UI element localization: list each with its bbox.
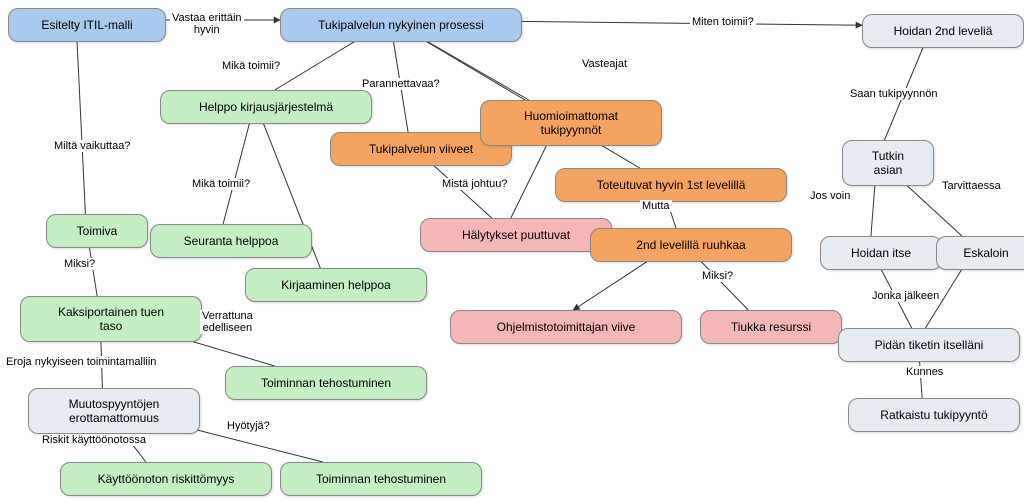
node-label: Tutkin asian [872,149,904,178]
node-ohjviive: Ohjelmistotoimittajan viive [450,310,682,344]
edge-label: Parannettavaa? [360,78,442,90]
node-teh2: Toiminnan tehostuminen [280,462,482,496]
node-label: Tukipalvelun viiveet [369,142,473,156]
node-tiukka: Tiukka resurssi [700,310,842,344]
node-tutkin: Tutkin asian [842,140,934,186]
node-label: Hälytykset puuttuvat [462,228,570,242]
edge-proc-hoidan2 [500,21,862,25]
diagram-canvas: Esitelty ITIL-malli Tukipalvelun nykyinen… [0,0,1024,502]
node-label: Kirjaaminen helppoa [281,278,390,292]
edge-label: Jonka jälkeen [870,290,941,302]
node-teh1: Toiminnan tehostuminen [225,366,427,400]
edge-label: Miksi? [700,270,735,282]
edge-label: Mikä toimii? [190,178,252,190]
edge-label: Miltä vaikuttaa? [52,140,132,152]
node-label: Huomioimattomat tukipyynnöt [524,109,618,138]
node-help: Helppo kirjausjärjestelmä [160,90,372,124]
edge-label: Kunnes [904,366,945,378]
edge-label: Saan tukipyynnön [848,88,939,100]
node-hoidan2: Hoidan 2nd leveliä [862,14,1024,48]
node-label: Ohjelmistotoimittajan viive [497,320,636,334]
node-ratk: Ratkaistu tukipyyntö [848,398,1020,432]
edge-label: Vastaa erittäin hyvin [170,12,244,36]
node-label: Seuranta helppoa [184,234,279,248]
node-label: Tukipalvelun nykyinen prosessi [318,18,484,32]
node-eskaloin: Eskaloin [936,236,1024,270]
edge-label: Jos voin [808,190,852,202]
node-label: Toteutuvat hyvin 1st levelillä [597,178,746,192]
node-label: Esitelty ITIL-malli [41,18,132,32]
node-hoidanI: Hoidan itse [820,236,942,270]
edge-label: Riskit käyttöönotossa [40,434,148,446]
node-label: Muutospyyntöjen erottamattomuus [69,397,160,426]
node-label: Hoidan 2nd leveliä [894,24,993,38]
edge-label: Verrattuna edelliseen [200,310,255,334]
edge-help-seur [223,114,252,224]
node-kaytto: Käyttöönoton riskittömyys [60,462,272,496]
node-label: Helppo kirjausjärjestelmä [199,100,333,114]
edge-label: Miksi? [62,258,97,270]
node-huomio: Huomioimattomat tukipyynnöt [480,100,662,146]
edge-label: Miten toimii? [690,16,756,28]
edge-label: Mikä toimii? [220,60,282,72]
node-label: Ratkaistu tukipyyntö [880,408,987,422]
node-pidan: Pidän tiketin itselläni [838,328,1020,362]
edge-label: Eroja nykyiseen toimintamalliin [4,356,158,368]
node-itil: Esitelty ITIL-malli [8,8,166,42]
edge-label: Tarvittaessa [940,180,1003,192]
node-label: Kaksiportainen tuen taso [58,305,164,334]
node-label: Hoidan itse [851,246,911,260]
node-muutos: Muutospyyntöjen erottamattomuus [28,388,200,434]
edge-label: Hyötyjä? [225,420,272,432]
node-label: Eskaloin [963,246,1008,260]
node-kaksi: Kaksiportainen tuen taso [20,296,202,342]
node-label: Toiminnan tehostuminen [316,472,446,486]
node-seur: Seuranta helppoa [150,224,312,258]
node-halyt: Hälytykset puuttuvat [420,218,612,252]
node-label: Käyttöönoton riskittömyys [98,472,235,486]
edge-label: Mutta [640,200,672,212]
node-kirj: Kirjaaminen helppoa [245,268,427,302]
node-label: Pidän tiketin itselläni [875,338,984,352]
node-label: 2nd levelillä ruuhkaa [636,238,745,252]
edge-label: Vasteajat [580,58,629,70]
node-proc: Tukipalvelun nykyinen prosessi [280,8,522,42]
node-ruuhka: 2nd levelillä ruuhkaa [590,228,792,262]
node-label: Toimiva [77,224,118,238]
node-toimiva: Toimiva [46,214,148,248]
node-label: Toiminnan tehostuminen [261,376,391,390]
node-label: Tiukka resurssi [731,320,811,334]
edge-huomio-halyt [511,136,551,218]
edge-itil-toimiva [77,32,86,214]
edge-label: Mistä johtuu? [440,178,509,190]
node-tot1st: Toteutuvat hyvin 1st levelillä [555,168,787,202]
